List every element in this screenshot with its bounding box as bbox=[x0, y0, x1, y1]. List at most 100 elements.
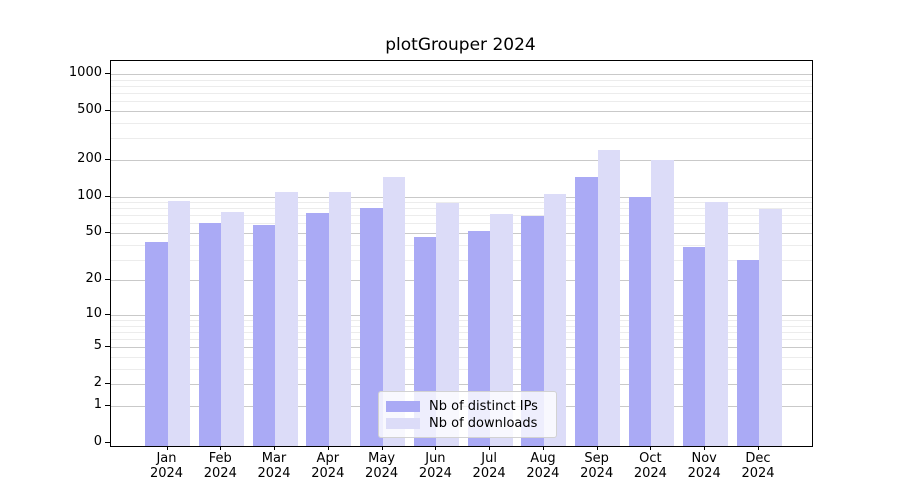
y-tick-label: 5 bbox=[93, 338, 102, 354]
bar-downloads-may bbox=[382, 176, 406, 446]
x-tick-mark bbox=[274, 446, 275, 450]
bar-distinct-ips-mar bbox=[252, 225, 275, 446]
x-tick-mark bbox=[489, 446, 491, 450]
x-tick-label-mar: Mar 2024 bbox=[257, 451, 291, 481]
x-tick-mark bbox=[381, 446, 383, 450]
plot-area bbox=[110, 60, 813, 447]
gridline-minor bbox=[111, 208, 812, 210]
x-tick-mark bbox=[704, 446, 706, 450]
y-tick-mark bbox=[105, 346, 110, 348]
y-tick-mark bbox=[105, 158, 110, 160]
y-tick-mark bbox=[105, 383, 110, 385]
gridline-minor bbox=[111, 138, 812, 140]
y-tick-label: 200 bbox=[77, 150, 102, 166]
bar-distinct-ips-feb bbox=[198, 222, 222, 446]
legend-label-distinct-ips: Nb of distinct IPs bbox=[429, 399, 538, 414]
gridline-minor bbox=[111, 122, 812, 124]
bar-downloads-jun bbox=[436, 203, 459, 446]
legend-swatch-distinct-ips bbox=[386, 401, 420, 412]
bar-downloads-mar bbox=[275, 192, 298, 446]
x-tick-mark bbox=[166, 446, 168, 450]
y-tick-label: 1 bbox=[93, 397, 102, 412]
bar-distinct-ips-nov bbox=[682, 247, 706, 446]
bar-downloads-jan bbox=[167, 200, 190, 446]
gridline-major bbox=[111, 196, 812, 198]
bar-downloads-nov bbox=[705, 202, 728, 446]
y-tick-label: 20 bbox=[85, 271, 102, 287]
bar-downloads-dec bbox=[759, 208, 782, 446]
gridline-major bbox=[111, 384, 812, 386]
x-tick-label-jan: Jan 2024 bbox=[149, 451, 184, 481]
bar-distinct-ips-oct bbox=[628, 196, 652, 446]
y-tick-label: 10 bbox=[85, 305, 102, 321]
gridline-major bbox=[111, 110, 812, 112]
x-tick-mark bbox=[596, 446, 598, 450]
gridline-minor bbox=[111, 339, 812, 341]
plot-canvas bbox=[111, 61, 812, 446]
gridline-major bbox=[111, 159, 812, 161]
x-tick-mark bbox=[542, 446, 544, 450]
x-tick-mark bbox=[435, 446, 437, 450]
x-tick-label-jun: Jun 2024 bbox=[418, 451, 452, 481]
y-tick-mark bbox=[105, 72, 110, 74]
gridline-minor bbox=[111, 85, 812, 87]
gridline-minor bbox=[111, 93, 812, 94]
y-tick-label: 50 bbox=[85, 224, 102, 239]
x-tick-label-sep: Sep 2024 bbox=[580, 451, 614, 481]
legend-item-distinct-ips: Nb of distinct IPs bbox=[386, 398, 548, 415]
x-tick-mark bbox=[220, 446, 222, 450]
gridline-major bbox=[111, 347, 812, 349]
chart-title: plotGrouper 2024 bbox=[385, 35, 536, 55]
bar-downloads-apr bbox=[328, 192, 352, 446]
gridline-minor bbox=[111, 202, 812, 203]
gridline-major bbox=[111, 280, 812, 282]
y-tick-label: 500 bbox=[77, 101, 102, 117]
legend-label-downloads: Nb of downloads bbox=[429, 416, 538, 431]
y-tick-mark bbox=[105, 195, 110, 197]
gridline-minor bbox=[111, 320, 812, 321]
y-tick-mark bbox=[105, 405, 110, 406]
bar-distinct-ips-jan bbox=[145, 242, 168, 446]
y-tick-label: 0 bbox=[93, 434, 102, 449]
x-tick-label-dec: Dec 2024 bbox=[741, 451, 775, 481]
bar-distinct-ips-apr bbox=[306, 213, 329, 446]
x-tick-label-jul: Jul 2024 bbox=[472, 451, 506, 481]
x-tick-mark bbox=[650, 446, 652, 450]
bar-downloads-sep bbox=[597, 150, 621, 446]
legend-item-downloads: Nb of downloads bbox=[386, 415, 548, 432]
y-tick-label: 2 bbox=[93, 375, 102, 391]
gridline-minor bbox=[111, 79, 812, 81]
gridline-minor bbox=[111, 223, 812, 225]
bar-distinct-ips-sep bbox=[575, 176, 598, 446]
gridline-major bbox=[111, 314, 812, 316]
x-tick-label-aug: Aug 2024 bbox=[526, 451, 560, 481]
x-tick-label-nov: Nov 2024 bbox=[687, 451, 721, 481]
bar-downloads-jul bbox=[490, 213, 513, 446]
x-tick-mark bbox=[758, 446, 759, 450]
y-tick-mark bbox=[105, 313, 110, 315]
legend: Nb of distinct IPs Nb of downloads bbox=[378, 391, 557, 438]
bar-distinct-ips-dec bbox=[736, 259, 759, 446]
bar-downloads-oct bbox=[651, 159, 674, 446]
x-tick-label-may: May 2024 bbox=[365, 451, 399, 481]
gridline-minor bbox=[111, 101, 812, 103]
gridline-minor bbox=[111, 331, 812, 333]
x-tick-mark bbox=[327, 446, 329, 450]
x-tick-label-feb: Feb 2024 bbox=[203, 451, 237, 481]
gridline-minor bbox=[111, 325, 812, 327]
gridline-minor bbox=[111, 215, 812, 217]
gridline-minor bbox=[111, 357, 812, 358]
x-tick-label-oct: Oct 2024 bbox=[633, 451, 667, 481]
y-tick-label: 100 bbox=[77, 187, 102, 203]
y-tick-mark bbox=[105, 279, 110, 281]
bar-downloads-feb bbox=[221, 212, 244, 446]
bar-downloads-aug bbox=[543, 193, 567, 446]
gridline-minor bbox=[111, 368, 812, 370]
gridline-minor bbox=[111, 244, 812, 246]
legend-swatch-downloads bbox=[386, 418, 420, 429]
gridline-major bbox=[111, 73, 812, 75]
y-tick-mark bbox=[105, 109, 110, 111]
x-tick-label-apr: Apr 2024 bbox=[311, 451, 345, 481]
y-tick-label: 1000 bbox=[68, 64, 102, 80]
